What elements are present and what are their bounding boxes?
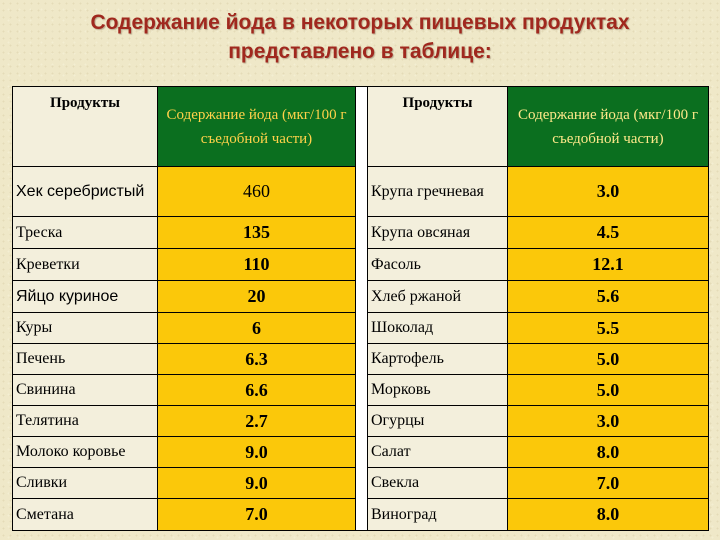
- iodine-value-left: 460: [157, 166, 356, 217]
- table-row: Треска 135 Крупа овсяная 4.5: [12, 216, 709, 249]
- product-name-right: Салат: [367, 436, 508, 468]
- title-line-1: Содержание йода в некоторых пищевых прод…: [90, 11, 630, 34]
- iodine-value-right: 8.0: [507, 436, 709, 468]
- product-name-left: Сметана: [12, 498, 158, 531]
- product-name-left: Хек серебристый: [12, 166, 158, 217]
- table-row: Сметана 7.0 Виноград 8.0: [12, 498, 709, 531]
- table-row: Молоко коровье 9.0 Салат 8.0: [12, 436, 709, 468]
- iodine-value-left: 6.3: [157, 343, 356, 375]
- table-row: Хек серебристый 460 Крупа гречневая 3.0: [12, 166, 709, 217]
- header-iodine-right: Содержание йода (мкг/100 г съедобной час…: [507, 86, 709, 167]
- iodine-value-left: 20: [157, 280, 356, 313]
- iodine-value-right: 5.6: [507, 280, 709, 313]
- header-products-right: Продукты: [367, 86, 508, 167]
- iodine-value-left: 6: [157, 312, 356, 344]
- table-row: Свинина 6.6 Морковь 5.0: [12, 374, 709, 406]
- iodine-value-right: 7.0: [507, 467, 709, 499]
- iodine-value-right: 4.5: [507, 216, 709, 249]
- product-name-right: Картофель: [367, 343, 508, 375]
- product-name-left: Треска: [12, 216, 158, 249]
- table-row: Креветки 110 Фасоль 12.1: [12, 248, 709, 281]
- product-name-left: Сливки: [12, 467, 158, 499]
- product-name-right: Свекла: [367, 467, 508, 499]
- product-name-right: Виноград: [367, 498, 508, 531]
- product-name-left: Свинина: [12, 374, 158, 406]
- column-separator: [355, 86, 368, 531]
- iodine-value-right: 12.1: [507, 248, 709, 281]
- product-name-right: Фасоль: [367, 248, 508, 281]
- product-name-right: Шоколад: [367, 312, 508, 344]
- iodine-value-right: 5.0: [507, 343, 709, 375]
- iodine-value-left: 6.6: [157, 374, 356, 406]
- product-name-right: Крупа овсяная: [367, 216, 508, 249]
- iodine-value-right: 5.5: [507, 312, 709, 344]
- product-name-right: Крупа гречневая: [367, 166, 508, 217]
- iodine-value-right: 8.0: [507, 498, 709, 531]
- iodine-value-left: 9.0: [157, 467, 356, 499]
- product-name-left: Телятина: [12, 405, 158, 437]
- iodine-value-right: 3.0: [507, 166, 709, 217]
- product-name-left: Куры: [12, 312, 158, 344]
- header-products-left: Продукты: [12, 86, 158, 167]
- header-iodine-left: Содержание йода (мкг/100 г съедобной час…: [157, 86, 356, 167]
- title-line-2: представлено в таблице:: [228, 40, 492, 63]
- iodine-value-right: 5.0: [507, 374, 709, 406]
- product-name-left: Креветки: [12, 248, 158, 281]
- table-row: Печень 6.3 Картофель 5.0: [12, 343, 709, 375]
- product-name-right: Морковь: [367, 374, 508, 406]
- iodine-value-right: 3.0: [507, 405, 709, 437]
- iodine-table: Продукты Содержание йода (мкг/100 г съед…: [12, 86, 709, 531]
- table-row: Телятина 2.7 Огурцы 3.0: [12, 405, 709, 437]
- iodine-value-left: 135: [157, 216, 356, 249]
- iodine-value-left: 2.7: [157, 405, 356, 437]
- product-name-left: Молоко коровье: [12, 436, 158, 468]
- table-row: Куры 6 Шоколад 5.5: [12, 312, 709, 344]
- page-title: Содержание йода в некоторых пищевых прод…: [0, 8, 720, 66]
- product-name-left: Яйцо куриное: [12, 280, 158, 313]
- iodine-value-left: 110: [157, 248, 356, 281]
- table-row: Яйцо куриное 20 Хлеб ржаной 5.6: [12, 280, 709, 313]
- iodine-value-left: 7.0: [157, 498, 356, 531]
- product-name-right: Огурцы: [367, 405, 508, 437]
- product-name-right: Хлеб ржаной: [367, 280, 508, 313]
- table-header-row: Продукты Содержание йода (мкг/100 г съед…: [12, 86, 709, 531]
- iodine-value-left: 9.0: [157, 436, 356, 468]
- product-name-left: Печень: [12, 343, 158, 375]
